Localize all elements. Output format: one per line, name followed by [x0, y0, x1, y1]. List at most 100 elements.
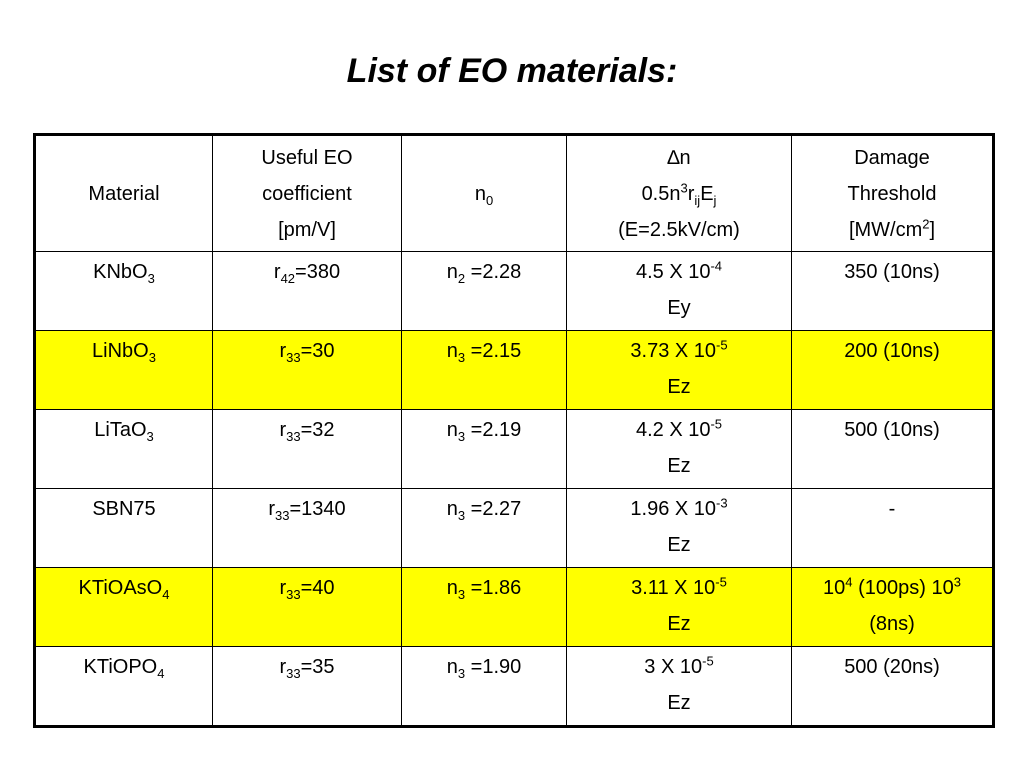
cell-text: n [446, 498, 458, 520]
cell-text: KTiOAsO [78, 577, 163, 599]
cell-text: 3.73 X 10 [630, 340, 717, 362]
table-cell: n3 =2.27 [401, 488, 567, 568]
cell-text: (E=2.5kV/cm) [618, 218, 740, 241]
cell-text: 500 (10ns) [844, 419, 940, 441]
cell-text: Ey [667, 297, 691, 319]
cell-line: ∆n [571, 140, 787, 176]
cell-text: [pm/V] [278, 218, 336, 241]
table-cell: r33=1340 [212, 488, 402, 568]
cell-text: r [279, 340, 287, 362]
subscript: 4 [162, 587, 170, 602]
cell-text: =2.19 [465, 419, 522, 441]
cell-text: r [268, 498, 276, 520]
cell-text: =30 [300, 340, 335, 362]
subscript: 4 [157, 666, 165, 681]
table-cell: n3 =2.15 [401, 330, 567, 410]
cell-text: KTiOPO [83, 656, 158, 678]
table-cell: LiTaO3 [34, 409, 213, 489]
cell-line: SBN75 [40, 491, 208, 527]
table-row: KNbO3 r42=380 n2 =2.28 4.5 X 10-4 Ey 350 (10n… [34, 251, 994, 331]
cell-text: coefficient [262, 182, 352, 205]
cell-text: ∆n [667, 146, 691, 169]
materials-table: Material Useful EO coefficient [pm/V] n0 ∆n 0.… [33, 133, 995, 728]
cell-line: 3 X 10-5 [571, 649, 787, 685]
table-cell: r33=32 [212, 409, 402, 489]
cell-line: Ez [571, 606, 787, 642]
cell-line: [MW/cm2] [796, 212, 988, 248]
cell-line: KTiOPO4 [40, 649, 208, 685]
table-cell: KNbO3 [34, 251, 213, 331]
cell-text: Ez [667, 613, 691, 635]
table-cell: 3.11 X 10-5 Ez [566, 567, 792, 647]
cell-text: Ez [667, 692, 691, 714]
cell-text: r [279, 656, 287, 678]
cell-line: KTiOAsO4 [40, 570, 208, 606]
cell-line: Threshold [796, 176, 988, 212]
subscript: 3 [457, 429, 466, 444]
table-cell: 3 X 10-5 Ez [566, 646, 792, 727]
table-cell: ∆n 0.5n3rijEj (E=2.5kV/cm) [566, 134, 792, 252]
cell-text: n [474, 182, 486, 205]
cell-line: 0.5n3rijEj [571, 176, 787, 212]
table-cell: - [791, 488, 994, 568]
subscript: 42 [280, 271, 296, 286]
subscript: ij [694, 192, 701, 208]
cell-line: Damage [796, 140, 988, 176]
cell-line: n2 =2.28 [406, 254, 562, 290]
cell-line: 3.73 X 10-5 [571, 333, 787, 369]
subscript: 3 [457, 587, 466, 602]
table-cell: Material [34, 134, 213, 252]
cell-line: r33=32 [217, 412, 397, 448]
subscript: 33 [286, 429, 301, 444]
cell-line: (E=2.5kV/cm) [571, 212, 787, 248]
cell-text: SBN75 [92, 498, 156, 520]
cell-text: n [446, 656, 458, 678]
table-cell: KTiOPO4 [34, 646, 213, 727]
table-cell: r33=40 [212, 567, 402, 647]
table-cell: n0 [401, 134, 567, 252]
cell-line: n3 =2.19 [406, 412, 562, 448]
cell-text: n [446, 261, 458, 283]
cell-text: =40 [300, 577, 335, 599]
cell-text: 350 (10ns) [844, 261, 940, 283]
cell-text: (100ps) 10 [852, 577, 954, 599]
subscript: 3 [457, 508, 466, 523]
table-cell: 3.73 X 10-5 Ez [566, 330, 792, 410]
cell-line: 500 (10ns) [796, 412, 988, 448]
superscript: -5 [710, 416, 723, 432]
cell-text: =2.27 [465, 498, 522, 520]
cell-text: =32 [300, 419, 335, 441]
cell-line: n3 =2.27 [406, 491, 562, 527]
table-cell: n3 =1.86 [401, 567, 567, 647]
cell-line: 3.11 X 10-5 [571, 570, 787, 606]
cell-line: LiTaO3 [40, 412, 208, 448]
subscript: 3 [147, 271, 155, 286]
cell-text: 3.11 X 10 [631, 577, 716, 599]
cell-text: Ez [667, 455, 691, 477]
cell-text: - [888, 498, 896, 520]
cell-text: =1.90 [465, 656, 522, 678]
cell-text: r [279, 577, 287, 599]
cell-text: =380 [295, 261, 341, 283]
cell-text: n [446, 340, 458, 362]
cell-text: 4.2 X 10 [635, 419, 711, 441]
table-cell: Damage Threshold [MW/cm2] [791, 134, 994, 252]
cell-text: 500 (20ns) [844, 656, 940, 678]
cell-text: r [687, 182, 695, 205]
cell-text: Damage [854, 146, 930, 169]
table-cell: r33=35 [212, 646, 402, 727]
cell-text: LiTaO [94, 419, 147, 441]
cell-text: [MW/cm [848, 218, 923, 241]
table-cell: 4.5 X 10-4 Ey [566, 251, 792, 331]
cell-line: coefficient [217, 176, 397, 212]
subscript: 33 [286, 666, 301, 681]
superscript: -5 [702, 653, 714, 669]
cell-text: 200 (10ns) [844, 340, 940, 362]
cell-line: 4.2 X 10-5 [571, 412, 787, 448]
table-cell: KTiOAsO4 [34, 567, 213, 647]
cell-line: LiNbO3 [40, 333, 208, 369]
cell-line: 350 (10ns) [796, 254, 988, 290]
cell-text: 1.96 X 10 [630, 498, 717, 520]
subscript: 2 [457, 271, 466, 286]
